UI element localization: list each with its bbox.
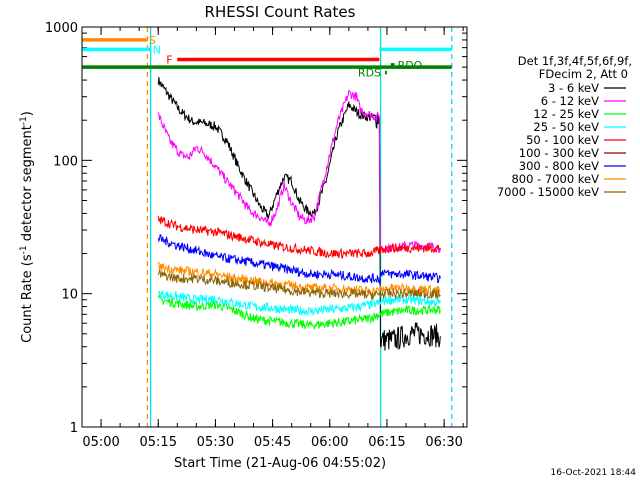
y-axis-label-part1: Count Rate (s xyxy=(20,254,35,343)
legend-label: 3 - 6 keV xyxy=(548,81,599,95)
series-line xyxy=(157,294,441,330)
x-tick-label: 05:45 xyxy=(254,435,291,450)
y-tick-label: 100 xyxy=(53,154,78,169)
x-tick-label: 05:30 xyxy=(197,435,234,450)
flag-bars: SNF RDO RDS xyxy=(82,34,452,80)
x-axis-label: Start Time (21-Aug-06 04:55:02) xyxy=(174,456,386,471)
x-tick-label: 06:15 xyxy=(368,435,405,450)
y-tick-label: 10 xyxy=(61,288,78,303)
y-axis-label-part2: detector segment xyxy=(20,125,35,245)
flag-bar-label: F xyxy=(166,54,172,67)
series-line xyxy=(157,77,441,351)
legend-header-line2: FDecim 2, Att 0 xyxy=(539,67,628,81)
x-axis-ticks: 05:00 05:15 05:30 05:45 06:00 06:15 06:30 xyxy=(81,27,464,450)
y-axis-label-part3: ) xyxy=(20,111,35,116)
legend-label: 100 - 300 keV xyxy=(519,146,599,160)
legend-label: 7000 - 15000 keV xyxy=(497,185,599,199)
chart-title: RHESSI Count Rates xyxy=(205,3,356,21)
y-axis-label-sup1: -1 xyxy=(19,245,29,254)
flag-bar-label: S xyxy=(149,34,156,47)
legend-label: 300 - 800 keV xyxy=(519,159,599,173)
x-tick-label: 05:15 xyxy=(140,435,177,450)
vertical-markers xyxy=(146,27,453,427)
series-line xyxy=(157,215,441,259)
legend-header-line1: Det 1f,3f,4f,5f,6f,9f, xyxy=(518,54,632,68)
legend-label: 25 - 50 keV xyxy=(533,120,599,134)
legend-label: 6 - 12 keV xyxy=(541,94,599,108)
legend-label: 800 - 7000 keV xyxy=(511,172,599,186)
y-axis-ticks: 1 10 100 1000 xyxy=(45,21,467,436)
legend-label: 50 - 100 keV xyxy=(526,133,599,147)
x-tick-label: 06:30 xyxy=(425,435,462,450)
y-tick-label: 1000 xyxy=(45,21,78,36)
flag-bar-label: RDS xyxy=(358,67,381,80)
series-line xyxy=(157,89,441,255)
series-line xyxy=(157,234,441,285)
y-axis-label: Count Rate (s-1 detector segment-1) xyxy=(19,111,35,343)
legend-label: 12 - 25 keV xyxy=(533,107,599,121)
data-series xyxy=(157,77,441,351)
x-tick-label: 05:00 xyxy=(82,435,119,450)
x-tick-label: 06:00 xyxy=(311,435,348,450)
y-axis-label-sup2: -1 xyxy=(19,116,29,125)
y-tick-label: 1 xyxy=(70,421,78,436)
series-line xyxy=(157,290,441,317)
legend: Det 1f,3f,4f,5f,6f,9f, FDecim 2, Att 0 3… xyxy=(497,54,632,199)
plot-frame xyxy=(81,26,468,428)
flag-bar-label: N xyxy=(153,43,161,56)
series-line xyxy=(157,269,441,301)
footer-timestamp: 16-Oct-2021 18:44 xyxy=(551,468,637,478)
flag-bar-label: RDO xyxy=(398,59,423,72)
